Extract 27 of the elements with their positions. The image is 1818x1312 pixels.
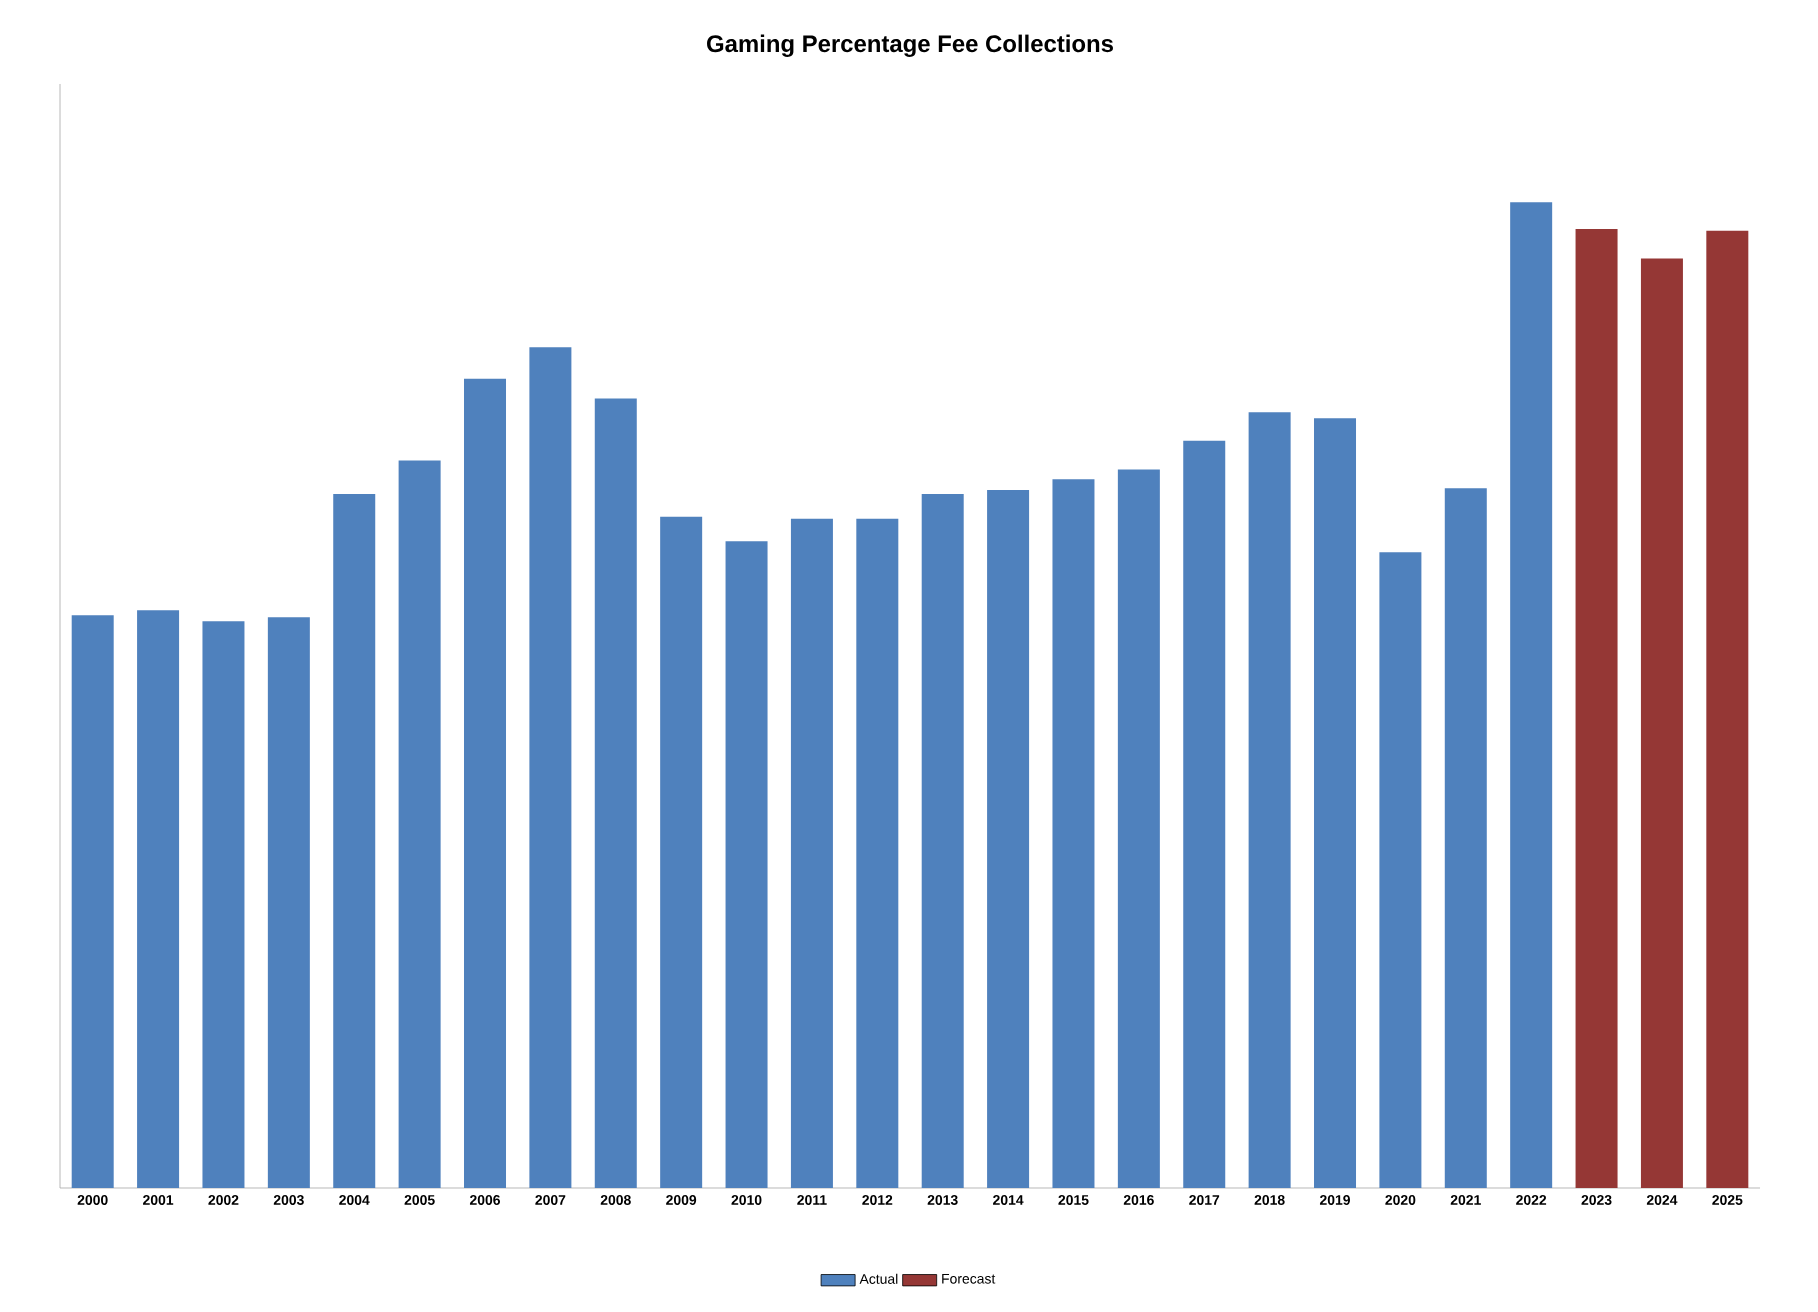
- bar: [660, 516, 703, 1188]
- bar: [987, 490, 1030, 1188]
- bar: [1575, 228, 1618, 1188]
- bar: [71, 615, 114, 1188]
- bar: [529, 347, 572, 1188]
- bar: [333, 494, 376, 1188]
- bar: [1706, 230, 1749, 1188]
- bar: [790, 518, 833, 1188]
- bar: [594, 398, 637, 1188]
- bar: [725, 541, 768, 1188]
- bar: [1052, 479, 1095, 1188]
- bar: [267, 617, 310, 1188]
- bar: [1248, 412, 1291, 1188]
- bar: [1640, 258, 1683, 1188]
- bar: [856, 518, 899, 1188]
- bar: [921, 494, 964, 1188]
- bar: [1510, 202, 1553, 1188]
- chart-title: Gaming Percentage Fee Collections: [707, 34, 1113, 57]
- bar: [398, 460, 441, 1188]
- bar: [202, 621, 245, 1188]
- bar: [1117, 469, 1160, 1188]
- bar: [464, 378, 507, 1188]
- bar: [1183, 440, 1226, 1188]
- bar: [137, 610, 180, 1188]
- bar: [1379, 552, 1422, 1188]
- bar: [1314, 418, 1357, 1188]
- bar: [1444, 488, 1487, 1188]
